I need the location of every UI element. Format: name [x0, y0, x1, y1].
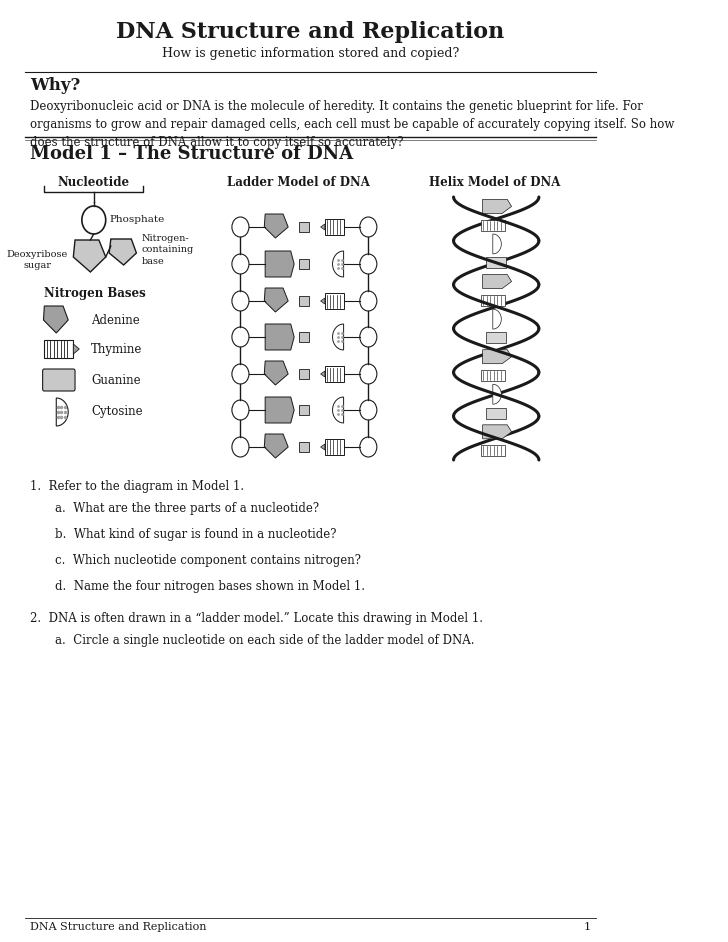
Text: How is genetic information stored and copied?: How is genetic information stored and co… — [162, 47, 459, 60]
Bar — [299, 296, 309, 306]
Text: Deoxyribose
sugar: Deoxyribose sugar — [7, 250, 68, 270]
Polygon shape — [320, 224, 325, 230]
Text: Model 1 – The Structure of DNA: Model 1 – The Structure of DNA — [30, 145, 353, 163]
Circle shape — [232, 217, 249, 237]
Polygon shape — [333, 251, 344, 277]
Polygon shape — [483, 425, 512, 439]
Bar — [299, 222, 309, 232]
Text: Nitrogen-
containing
base: Nitrogen- containing base — [141, 235, 194, 266]
Text: 1: 1 — [584, 922, 591, 932]
Bar — [325, 440, 344, 454]
Text: Deoxyribonucleic acid or DNA is the molecule of heredity. It contains the geneti: Deoxyribonucleic acid or DNA is the mole… — [30, 100, 674, 149]
Circle shape — [82, 206, 106, 234]
Polygon shape — [320, 298, 325, 304]
Circle shape — [232, 400, 249, 420]
Polygon shape — [483, 349, 512, 364]
Text: DNA Structure and Replication: DNA Structure and Replication — [30, 922, 206, 932]
Polygon shape — [483, 200, 512, 214]
Circle shape — [232, 364, 249, 384]
Text: d.  Name the four nitrogen bases shown in Model 1.: d. Name the four nitrogen bases shown in… — [55, 580, 365, 593]
Circle shape — [232, 437, 249, 457]
Bar — [299, 405, 309, 415]
Polygon shape — [265, 397, 294, 423]
Circle shape — [360, 364, 377, 384]
Polygon shape — [264, 288, 288, 312]
Polygon shape — [493, 234, 502, 254]
Bar — [325, 294, 344, 308]
Circle shape — [360, 400, 377, 420]
Text: Cytosine: Cytosine — [91, 405, 143, 418]
Polygon shape — [265, 324, 294, 350]
Polygon shape — [333, 324, 344, 350]
Polygon shape — [493, 309, 502, 329]
Text: 2.  DNA is often drawn in a “ladder model.” Locate this drawing in Model 1.: 2. DNA is often drawn in a “ladder model… — [30, 612, 483, 625]
Circle shape — [360, 327, 377, 347]
Text: Adenine: Adenine — [91, 314, 140, 327]
Bar — [486, 257, 506, 268]
Bar — [486, 408, 506, 418]
Bar — [481, 295, 505, 306]
Text: Guanine: Guanine — [91, 373, 141, 386]
Circle shape — [360, 437, 377, 457]
Bar — [299, 259, 309, 269]
Bar — [299, 332, 309, 342]
Polygon shape — [56, 398, 68, 426]
Text: Nucleotide: Nucleotide — [58, 175, 130, 188]
Bar — [481, 219, 505, 231]
Circle shape — [360, 254, 377, 274]
Text: Ladder Model of DNA: Ladder Model of DNA — [227, 175, 370, 188]
Bar — [325, 219, 344, 235]
Bar — [44, 340, 74, 358]
Polygon shape — [74, 344, 79, 354]
Polygon shape — [333, 397, 344, 423]
Polygon shape — [264, 361, 288, 385]
Polygon shape — [74, 240, 106, 272]
Circle shape — [232, 254, 249, 274]
Text: b.  What kind of sugar is found in a nucleotide?: b. What kind of sugar is found in a nucl… — [55, 528, 337, 541]
Polygon shape — [320, 371, 325, 377]
Polygon shape — [483, 274, 512, 288]
Text: Thymine: Thymine — [91, 343, 143, 355]
Bar — [325, 366, 344, 382]
FancyBboxPatch shape — [43, 369, 75, 391]
Polygon shape — [44, 306, 68, 333]
Bar — [299, 442, 309, 452]
Bar — [481, 370, 505, 381]
Text: a.  What are the three parts of a nucleotide?: a. What are the three parts of a nucleot… — [55, 502, 320, 515]
Text: c.  Which nucleotide component contains nitrogen?: c. Which nucleotide component contains n… — [55, 554, 361, 567]
Bar — [486, 333, 506, 344]
Text: DNA Structure and Replication: DNA Structure and Replication — [116, 21, 505, 43]
Text: Nitrogen Bases: Nitrogen Bases — [44, 287, 146, 300]
Polygon shape — [493, 384, 502, 404]
Polygon shape — [264, 434, 288, 458]
Polygon shape — [265, 251, 294, 277]
Text: Helix Model of DNA: Helix Model of DNA — [429, 175, 561, 188]
Polygon shape — [320, 444, 325, 450]
Bar — [481, 446, 505, 456]
Text: a.  Circle a single nucleotide on each side of the ladder model of DNA.: a. Circle a single nucleotide on each si… — [55, 634, 475, 647]
Text: Why?: Why? — [30, 76, 80, 93]
Bar — [299, 369, 309, 379]
Text: 1.  Refer to the diagram in Model 1.: 1. Refer to the diagram in Model 1. — [30, 480, 244, 493]
Circle shape — [232, 291, 249, 311]
Circle shape — [360, 217, 377, 237]
Text: Phosphate: Phosphate — [109, 216, 165, 224]
Circle shape — [360, 291, 377, 311]
Circle shape — [232, 327, 249, 347]
Polygon shape — [109, 239, 136, 265]
Polygon shape — [264, 214, 288, 238]
